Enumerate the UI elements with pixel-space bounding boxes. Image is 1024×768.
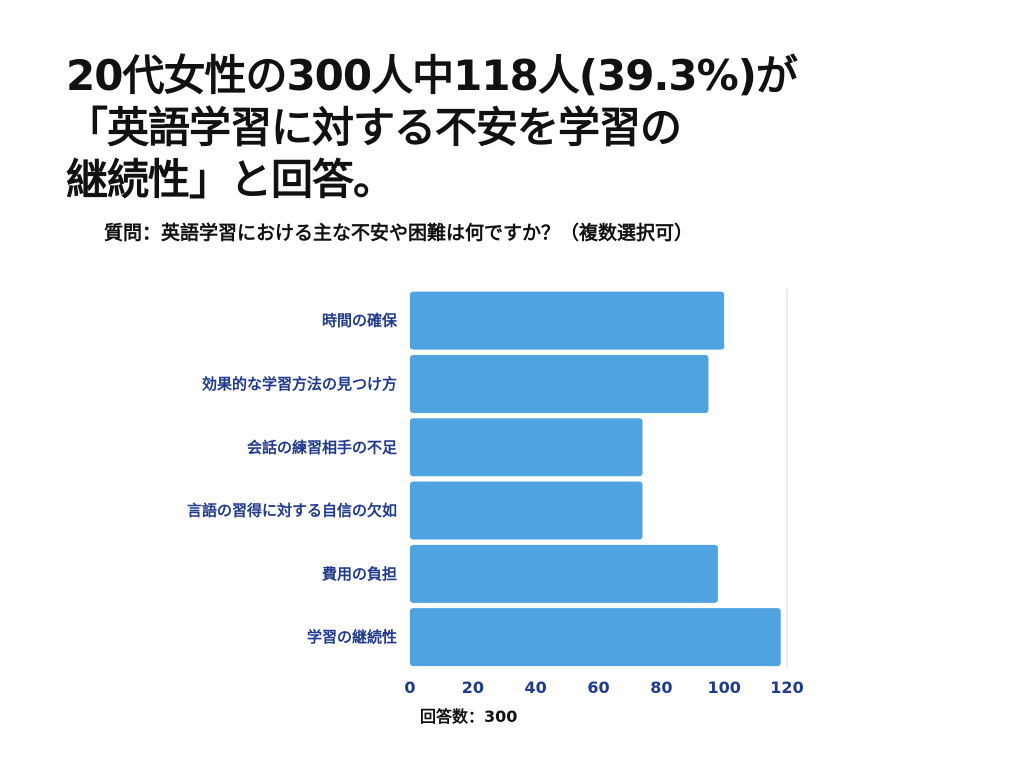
- bar: [410, 608, 781, 667]
- category-label: 時間の確保: [322, 312, 398, 330]
- page-title: 20代女性の300人中118人(39.3%)が 「英語学習に対する不安を学習の …: [66, 50, 966, 206]
- title-line-3: 継続性」と回答。: [66, 155, 395, 204]
- x-tick-label: 0: [404, 678, 415, 697]
- category-labels: 時間の確保効果的な学習方法の見つけ方会話の練習相手の不足言語の習得に対する自信の…: [187, 312, 398, 647]
- category-label: 効果的な学習方法の見つけ方: [202, 375, 397, 393]
- x-tick-label: 20: [462, 678, 484, 697]
- x-tick-label: 100: [707, 678, 740, 697]
- bar: [410, 291, 725, 350]
- x-tick-label: 60: [587, 678, 609, 697]
- question-text: 質問：英語学習における主な不安や困難は何ですか？（複数選択可）: [104, 222, 694, 244]
- category-label: 費用の負担: [322, 565, 397, 583]
- x-axis-ticks: 0 20 40 60 80 100 120: [404, 678, 803, 697]
- bar: [410, 418, 643, 477]
- bar: [410, 481, 643, 540]
- x-tick-label: 80: [650, 678, 672, 697]
- x-tick-label: 40: [525, 678, 547, 697]
- category-label: 言語の習得に対する自信の欠如: [187, 502, 397, 520]
- x-tick-label: 120: [770, 678, 803, 697]
- title-line-2: 「英語学習に対する不安を学習の: [66, 103, 682, 152]
- respondent-count: 回答数：300: [420, 707, 518, 726]
- title-line-1: 20代女性の300人中118人(39.3%)が: [66, 51, 798, 100]
- category-label: 会話の練習相手の不足: [247, 438, 398, 456]
- bar: [410, 544, 718, 603]
- category-label: 学習の継続性: [307, 628, 397, 646]
- bars: [410, 291, 781, 667]
- bar: [410, 354, 709, 413]
